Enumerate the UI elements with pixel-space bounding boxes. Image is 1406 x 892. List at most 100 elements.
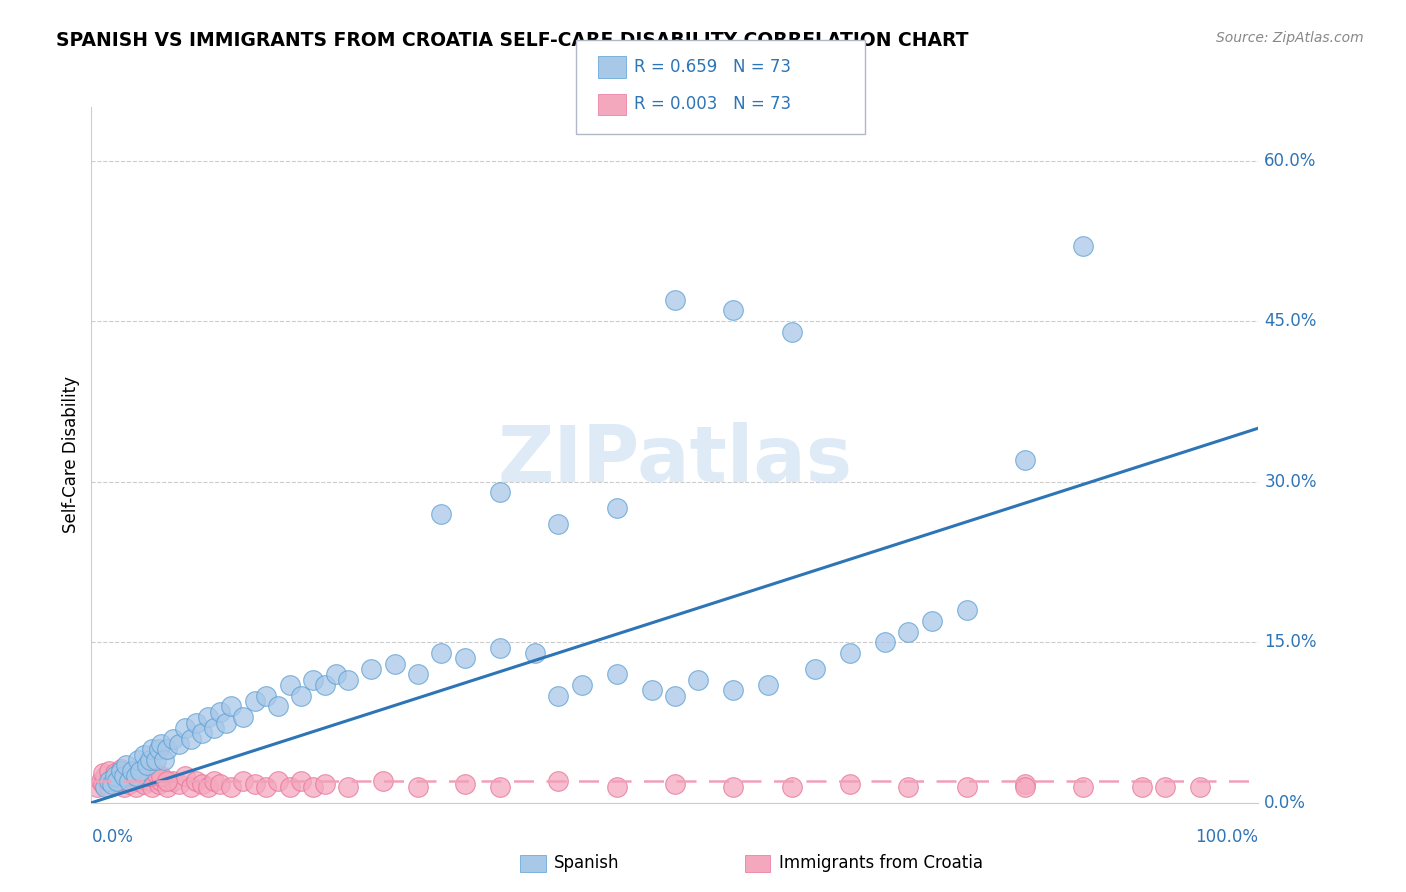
Point [150, 774, 173, 789]
Point [121, 764, 143, 778]
Text: R = 0.003   N = 73: R = 0.003 N = 73 [634, 95, 792, 113]
Point [723, 780, 745, 794]
Point [197, 710, 219, 724]
Point [267, 699, 290, 714]
Point [101, 774, 124, 789]
Point [167, 776, 190, 790]
Point [132, 776, 155, 790]
Point [132, 764, 155, 778]
Point [605, 501, 627, 516]
Point [897, 624, 920, 639]
Text: 15.0%: 15.0% [1264, 633, 1316, 651]
Point [197, 780, 219, 794]
Point [214, 715, 236, 730]
Point [162, 774, 184, 789]
Point [314, 678, 336, 692]
Text: ZIPatlas: ZIPatlas [498, 422, 852, 499]
Point [112, 769, 135, 783]
Point [430, 646, 453, 660]
Point [97, 774, 120, 789]
Point [150, 769, 173, 783]
Point [105, 774, 128, 789]
Point [406, 780, 429, 794]
Text: 0.0%: 0.0% [1264, 794, 1306, 812]
Point [1014, 453, 1036, 467]
Point [186, 774, 208, 789]
Point [723, 683, 745, 698]
Point [167, 737, 190, 751]
Point [489, 780, 512, 794]
Point [97, 780, 120, 794]
Point [141, 742, 163, 756]
Point [780, 325, 803, 339]
Point [105, 776, 128, 790]
Point [430, 507, 453, 521]
Point [115, 774, 138, 789]
Point [118, 776, 141, 790]
Point [780, 780, 803, 794]
Point [125, 780, 148, 794]
Point [232, 774, 254, 789]
Point [104, 765, 127, 780]
Point [162, 731, 184, 746]
Point [360, 662, 382, 676]
Y-axis label: Self-Care Disability: Self-Care Disability [62, 376, 80, 533]
Point [86, 780, 108, 794]
Point [897, 780, 920, 794]
Point [337, 780, 360, 794]
Point [110, 772, 132, 787]
Point [221, 699, 243, 714]
Point [664, 776, 686, 790]
Point [489, 640, 512, 655]
Point [191, 726, 214, 740]
Point [723, 303, 745, 318]
Point [127, 753, 149, 767]
Point [921, 614, 943, 628]
Point [101, 776, 124, 790]
Point [290, 689, 312, 703]
Text: Source: ZipAtlas.com: Source: ZipAtlas.com [1216, 31, 1364, 45]
Point [547, 689, 569, 703]
Text: Spanish: Spanish [554, 855, 620, 872]
Point [314, 776, 336, 790]
Point [186, 715, 208, 730]
Point [243, 776, 266, 790]
Point [104, 769, 127, 783]
Point [1014, 780, 1036, 794]
Point [148, 776, 170, 790]
Point [571, 678, 593, 692]
Point [94, 769, 117, 783]
Point [605, 780, 627, 794]
Point [489, 485, 512, 500]
Point [337, 673, 360, 687]
Point [454, 776, 477, 790]
Text: SPANISH VS IMMIGRANTS FROM CROATIA SELF-CARE DISABILITY CORRELATION CHART: SPANISH VS IMMIGRANTS FROM CROATIA SELF-… [56, 31, 969, 50]
Point [221, 780, 243, 794]
Point [267, 774, 290, 789]
Text: R = 0.659   N = 73: R = 0.659 N = 73 [634, 58, 792, 76]
Point [454, 651, 477, 665]
Point [290, 774, 312, 789]
Point [1073, 780, 1095, 794]
Point [838, 646, 860, 660]
Point [371, 774, 394, 789]
Text: 30.0%: 30.0% [1264, 473, 1316, 491]
Point [97, 764, 120, 778]
Point [104, 769, 127, 783]
Point [956, 780, 979, 794]
Point [145, 765, 167, 780]
Point [115, 769, 138, 783]
Point [129, 764, 152, 778]
Point [640, 683, 662, 698]
Point [152, 753, 174, 767]
Point [208, 776, 231, 790]
Point [145, 753, 167, 767]
Point [956, 603, 979, 617]
Point [325, 667, 347, 681]
Point [138, 769, 162, 783]
Point [156, 780, 179, 794]
Point [91, 776, 114, 790]
Point [688, 673, 710, 687]
Point [804, 662, 827, 676]
Point [302, 780, 325, 794]
